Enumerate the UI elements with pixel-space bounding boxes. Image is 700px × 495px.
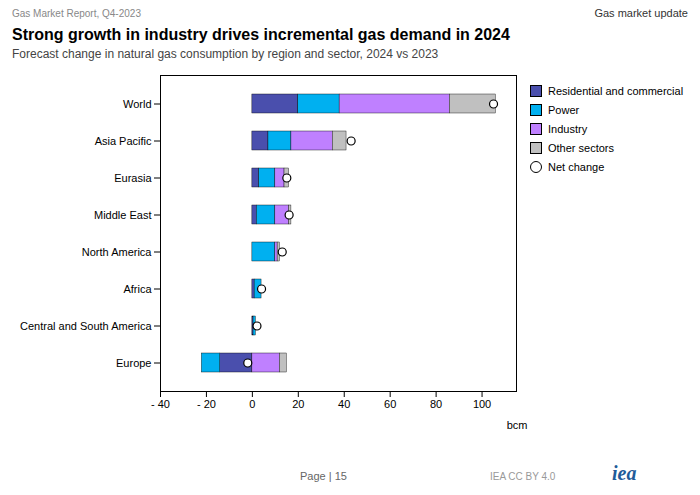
svg-text:- 20: - 20 [197,398,216,410]
html-text:Other sectors: Other sectors [548,142,614,154]
html-text:Gas Market Report, Q4-2023: Gas Market Report, Q4-2023 [12,7,141,19]
html-text:Page | 15: Page | 15 [300,470,347,482]
svg-text:bcm: bcm [507,419,528,431]
svg-text:World: World [123,98,152,110]
html-text:iea: iea [612,462,637,484]
svg-text:Europe: Europe [116,357,151,369]
svg-text:Middle East: Middle East [94,209,151,221]
svg-text:- 40: - 40 [151,398,170,410]
html-text:Gas market update: Gas market update [594,7,688,19]
svg-text:North America: North America [82,246,153,258]
svg-text:60: 60 [384,398,396,410]
html-text:Residential and commercial: Residential and commercial [548,85,684,97]
svg-text:20: 20 [292,398,304,410]
svg-text:Asia Pacific: Asia Pacific [95,135,152,147]
html-text:Net change: Net change [548,161,605,173]
svg-text:40: 40 [338,398,350,410]
svg-text:100: 100 [473,398,491,410]
svg-text:80: 80 [430,398,442,410]
html-text:Industry: Industry [548,123,588,135]
html-text:Power: Power [548,104,580,116]
svg-text:Africa: Africa [123,283,152,295]
html-text:IEA CC BY 4.0: IEA CC BY 4.0 [490,471,556,482]
svg-text:0: 0 [249,398,255,410]
html-text:Strong growth in industry driv: Strong growth in industry drives increme… [12,26,510,43]
svg-text:Eurasia: Eurasia [114,172,152,184]
html-text:Forecast change in natural gas: Forecast change in natural gas consumpti… [12,47,439,61]
svg-text:Central and South America: Central and South America [20,320,152,332]
